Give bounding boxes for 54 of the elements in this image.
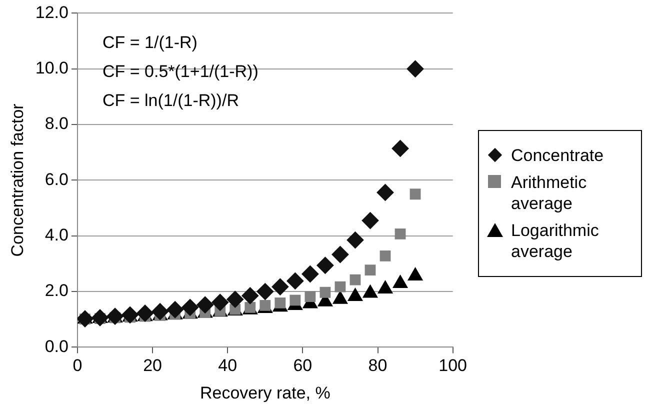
annotation: CF = 0.5*(1+1/(1-R))	[102, 62, 258, 81]
point	[196, 296, 214, 314]
point	[316, 256, 334, 274]
point	[226, 290, 244, 308]
point	[406, 60, 424, 78]
point	[346, 232, 364, 249]
point	[320, 286, 331, 298]
y-tick-label: 6.0	[44, 170, 68, 189]
x-tick-label: 0	[72, 356, 82, 376]
annotation: CF = ln(1/(1-R))/R	[102, 90, 239, 110]
point	[256, 283, 274, 300]
point	[290, 294, 301, 306]
point	[274, 297, 286, 308]
point	[166, 301, 184, 318]
point	[136, 304, 154, 322]
point	[376, 184, 394, 201]
legend-label: Logarithmic average	[511, 220, 600, 262]
point	[106, 308, 124, 325]
y-tick-label: 12.0	[35, 2, 68, 22]
y-tick-label: 0.0	[44, 336, 68, 356]
annotation: CF = 1/(1-R)	[102, 32, 198, 52]
point	[272, 278, 289, 296]
y-axis-title: Concentration factor	[8, 103, 27, 257]
legend-label: Arithmetic average	[511, 172, 588, 214]
point	[392, 140, 409, 157]
point	[152, 303, 169, 320]
point	[302, 266, 319, 282]
point	[332, 246, 349, 264]
point	[362, 212, 379, 230]
point	[334, 281, 346, 292]
point	[380, 250, 391, 262]
point	[304, 291, 316, 302]
x-axis-title: Recovery rate, %	[200, 383, 330, 402]
point	[364, 264, 376, 276]
point	[394, 228, 406, 240]
y-tick-label: 2.0	[44, 281, 68, 300]
x-tick-label: 60	[293, 356, 312, 376]
point	[77, 310, 94, 328]
point	[212, 294, 229, 311]
x-tick-label: 80	[368, 356, 388, 376]
point	[242, 287, 259, 304]
y-tick-label: 10.0	[35, 58, 68, 78]
point	[92, 309, 109, 326]
point	[260, 300, 271, 311]
x-tick-label: 20	[143, 356, 162, 376]
legend-label: Concentrate	[511, 145, 604, 166]
x-tick-label: 40	[218, 356, 238, 376]
point	[286, 272, 304, 290]
point	[350, 274, 361, 286]
point	[410, 188, 421, 200]
point	[182, 298, 199, 316]
y-tick-label: 8.0	[44, 114, 68, 134]
x-tick-label: 100	[438, 356, 468, 376]
y-tick-label: 4.0	[44, 226, 68, 245]
